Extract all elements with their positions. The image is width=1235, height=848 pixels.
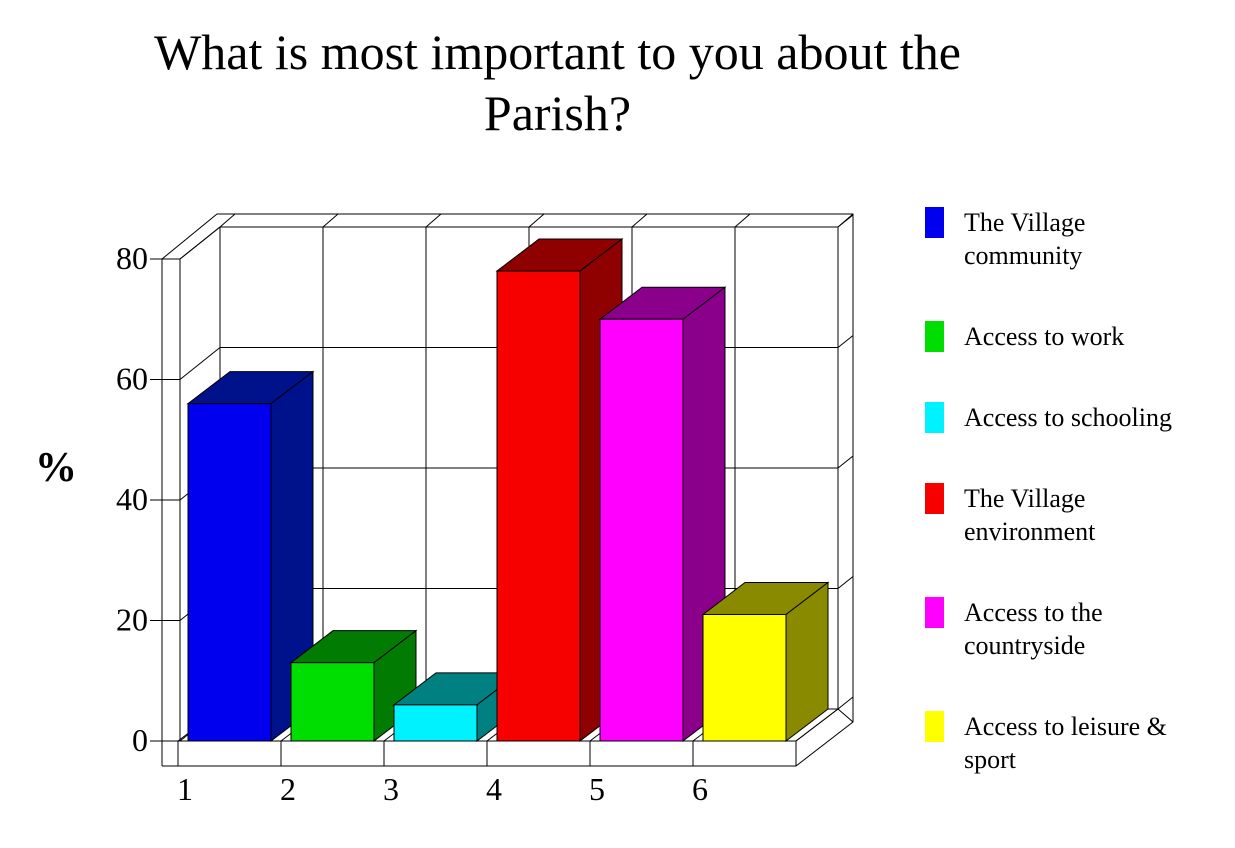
legend-label-1: The Village community: [964, 208, 1086, 270]
floor-depth-line-6: [795, 708, 839, 742]
legend-swatch-3: [925, 402, 944, 433]
legend-item-3: Access to schooling: [925, 401, 1172, 434]
bar-4-front-face: [496, 270, 581, 742]
bar-2-front-face: [290, 662, 375, 742]
legend-swatch-6: [925, 711, 944, 742]
top-edge-jog-6: [837, 213, 854, 228]
y-axis-tick-label-40: 40: [116, 481, 148, 517]
legend-item-6: Access to leisure & sport: [925, 710, 1172, 776]
top-edge-jog-0: [219, 213, 236, 228]
left-wall-gridline-80: [179, 226, 221, 260]
legend: The Village community Access to work Acces…: [925, 206, 1172, 776]
top-edge-jog-2: [425, 213, 442, 228]
legend-item-2: Access to work: [925, 320, 1172, 353]
bar-5-front-face: [599, 318, 684, 742]
y-axis-tick-label-60: 60: [116, 361, 148, 397]
legend-swatch-4: [925, 483, 944, 514]
x-axis-category-label-1: 1: [177, 771, 193, 807]
top-edge-jog-1: [322, 213, 339, 228]
right-wall-gridline-jog-0: [837, 696, 854, 710]
x-axis-category-label-4: 4: [486, 771, 502, 807]
legend-label-2: Access to work: [964, 322, 1125, 351]
right-wall-gridline-jog-60: [837, 335, 854, 348]
legend-item-1: The Village community: [925, 206, 1172, 272]
chart-title: What is most important to you about the …: [154, 24, 961, 141]
y-axis-tick-label-20: 20: [116, 602, 148, 638]
bar-6-front-face: [702, 613, 787, 742]
top-edge-jog-4: [631, 213, 648, 228]
x-axis-category-label-2: 2: [280, 771, 296, 807]
legend-label-6: Access to leisure & sport: [964, 712, 1167, 774]
right-wall-gridline-jog-20: [837, 576, 854, 589]
floor-right-outer-edge: [837, 708, 854, 723]
x-axis-category-label-5: 5: [589, 771, 605, 807]
x-axis-category-label-6: 6: [692, 771, 708, 807]
legend-item-5: Access to the countryside: [925, 596, 1172, 662]
right-wall-gridline-jog-40: [837, 455, 854, 469]
x-axis-category-label-3: 3: [383, 771, 399, 807]
y-axis-title: %: [35, 445, 77, 491]
legend-swatch-5: [925, 597, 944, 628]
legend-label-5: Access to the countryside: [964, 598, 1103, 660]
top-edge-jog-5: [734, 213, 751, 228]
top-edge-jog-3: [528, 213, 545, 228]
left-wall-gridline-60: [179, 347, 221, 380]
legend-label-4: The Village environment: [964, 484, 1096, 546]
bar-1-front-face: [187, 403, 272, 742]
legend-label-3: Access to schooling: [964, 403, 1172, 432]
legend-swatch-2: [925, 321, 944, 352]
legend-swatch-1: [925, 207, 944, 238]
y-axis-tick-label-0: 0: [132, 722, 148, 758]
plot-area: 0 20 40 60 80 1 2 3 4 5 6%: [35, 213, 854, 807]
y-axis-tick-label-80: 80: [116, 240, 148, 276]
bar-3-front-face: [393, 704, 478, 742]
legend-item-4: The Village environment: [925, 482, 1172, 548]
